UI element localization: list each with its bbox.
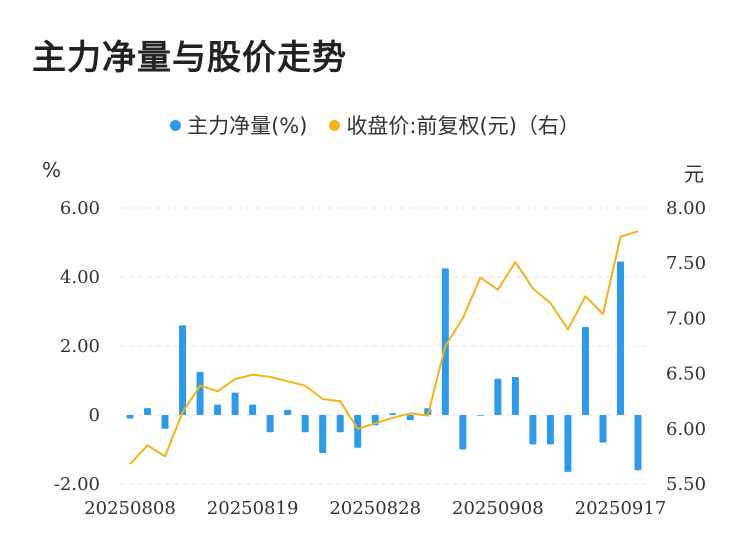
bar: [319, 415, 327, 453]
left-axis-unit: %: [42, 158, 62, 182]
bar: [126, 415, 134, 419]
right-tick-label: 6.50: [666, 364, 706, 385]
bar: [389, 413, 397, 415]
bar: [266, 415, 274, 433]
bar: [406, 415, 414, 421]
x-tick-label: 20250828: [329, 498, 421, 519]
bar: [459, 415, 467, 450]
legend-label-main-net: 主力净量(%): [187, 114, 308, 138]
price-line: [129, 230, 639, 465]
bar: [196, 371, 204, 415]
x-tick-label: 20250819: [207, 498, 299, 519]
legend-marker-main-net: [170, 119, 182, 131]
bar: [249, 404, 257, 415]
bar: [354, 415, 362, 448]
bar: [511, 377, 519, 415]
right-tick-label: 7.50: [666, 253, 706, 274]
left-tick-label: 6.00: [60, 198, 100, 219]
bar: [144, 408, 152, 415]
bar: [214, 404, 222, 415]
bar: [161, 415, 169, 429]
x-tick-label: 20250917: [575, 498, 667, 519]
right-tick-label: 8.00: [666, 198, 706, 219]
right-tick-label: 7.00: [666, 308, 706, 329]
legend-label-close-price: 收盘价:前复权(元)（右）: [346, 114, 580, 138]
bar: [336, 415, 344, 433]
x-tick-label: 20250908: [452, 498, 544, 519]
bar: [616, 261, 624, 415]
bar: [564, 415, 572, 472]
left-tick-label: 0: [89, 405, 100, 426]
bar: [529, 415, 537, 445]
bar: [301, 415, 309, 433]
bar: [476, 415, 484, 416]
bar: [599, 415, 607, 443]
right-tick-label: 5.50: [666, 474, 706, 495]
bar: [634, 415, 642, 471]
bar: [231, 392, 239, 415]
x-tick-label: 20250808: [84, 498, 176, 519]
left-tick-label: 4.00: [60, 267, 100, 288]
left-tick-label: 2.00: [60, 336, 100, 357]
legend-marker-close-price: [329, 119, 341, 131]
legend: 主力净量(%) 收盘价:前复权(元)（右）: [0, 110, 750, 140]
bar: [494, 378, 502, 415]
left-tick-label: -2.00: [54, 474, 100, 495]
bar: [284, 409, 292, 415]
bar: [546, 415, 554, 445]
bar: [581, 327, 589, 415]
bar: [179, 325, 187, 415]
legend-item-main-net[interactable]: 主力净量(%): [170, 110, 307, 140]
right-tick-label: 6.00: [666, 419, 706, 440]
chart-title: 主力净量与股价走势: [32, 38, 347, 78]
legend-item-close-price[interactable]: 收盘价:前复权(元)（右）: [329, 110, 580, 140]
bar: [441, 268, 449, 415]
right-axis-unit: 元: [684, 162, 704, 186]
